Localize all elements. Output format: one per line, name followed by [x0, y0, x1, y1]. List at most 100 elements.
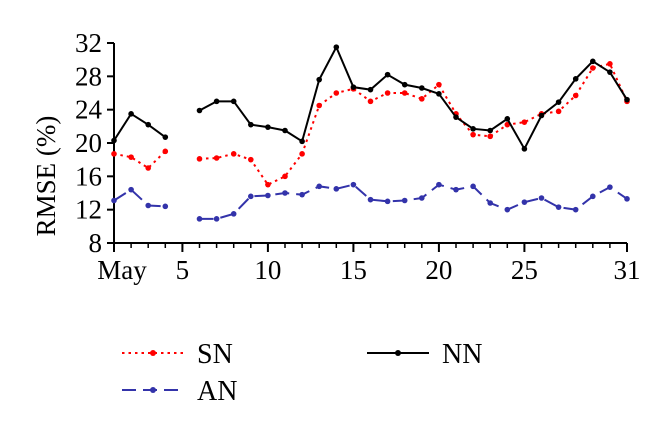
series-nn-point: [350, 84, 357, 90]
legend-item-an: AN: [122, 376, 237, 407]
series-sn-point: [248, 156, 254, 163]
series-an-point: [624, 196, 630, 202]
series-nn-point: [624, 96, 630, 103]
series-nn-point: [265, 124, 271, 130]
series-sn-point: [230, 151, 237, 157]
x-tick-label: 5: [176, 255, 190, 285]
series-sn-point: [333, 90, 340, 96]
series-sn-point: [265, 181, 271, 188]
series-nn-point: [436, 91, 442, 97]
series-nn-point: [128, 111, 134, 117]
series-sn-point: [521, 119, 528, 125]
series-nn-point: [453, 114, 459, 120]
x-tick-label: May: [97, 255, 147, 285]
series-an-point: [453, 186, 459, 193]
series-nn-point: [384, 71, 391, 78]
series-an-point: [607, 184, 613, 190]
series-nn-point: [504, 116, 511, 122]
series-an-point: [555, 204, 562, 210]
series-sn-point: [299, 151, 305, 157]
series-an-point: [213, 216, 220, 222]
legend-item-sn: SN: [122, 339, 233, 370]
series-an-point: [265, 192, 271, 199]
x-tick-label: 15: [340, 255, 367, 285]
series-nn-point: [316, 76, 323, 83]
series-an-point: [401, 197, 408, 204]
series-nn-point: [111, 137, 117, 144]
x-tick-label: 10: [254, 255, 281, 285]
series-sn-point: [367, 98, 374, 105]
legend-label-an: AN: [197, 376, 237, 407]
series-nn-point: [196, 107, 203, 114]
series-an-point: [590, 193, 596, 200]
series-sn-line: [199, 62, 628, 186]
y-axis-label: RMSE (%): [31, 116, 61, 237]
series-nn-point: [162, 134, 169, 140]
series-an-point: [145, 202, 151, 209]
series-nn-line: [199, 44, 628, 151]
series-an-point: [350, 181, 357, 188]
series-sn-point: [436, 81, 442, 88]
series-nn-point: [299, 138, 305, 145]
series-an-line: [113, 188, 166, 208]
series-nn-point: [470, 126, 476, 132]
series-sn-point: [145, 165, 151, 171]
series-an-point: [162, 203, 169, 210]
series-nn-point: [333, 44, 340, 50]
series-sn-point: [384, 90, 391, 96]
legend: SN NN AN: [122, 339, 482, 407]
legend-label-sn: SN: [197, 339, 233, 370]
series-an-point: [521, 199, 528, 205]
series-an-point: [487, 200, 494, 206]
series-an-point: [367, 196, 374, 203]
series-an-point: [572, 206, 579, 213]
y-tick-label: 28: [75, 61, 102, 91]
series-an-point: [333, 186, 340, 192]
series-sn-point: [487, 133, 494, 140]
series-sn-point: [607, 61, 613, 67]
series-nn-point: [248, 121, 254, 128]
series-nn-point: [401, 81, 408, 88]
y-tick-label: 20: [75, 128, 102, 158]
legend-item-nn: NN: [367, 339, 482, 370]
series-an-point: [248, 193, 254, 200]
series-sn-point: [316, 102, 323, 109]
series-nn-point: [487, 127, 494, 134]
series-an-point: [196, 216, 203, 222]
series-sn-point: [162, 148, 169, 155]
plot-area: [111, 44, 630, 222]
series-sn-point: [590, 65, 596, 71]
series-sn-point: [401, 90, 408, 96]
series-nn-point: [590, 58, 596, 65]
legend-marker-an: [150, 387, 156, 393]
series-sn-point: [128, 154, 134, 160]
series-sn-point: [282, 173, 288, 180]
series-an-point: [538, 195, 545, 201]
series-an-line: [199, 183, 628, 220]
series-sn-point: [555, 108, 562, 115]
series-sn-line: [113, 150, 166, 170]
series-sn-point: [419, 96, 425, 102]
series-nn-line: [113, 112, 166, 142]
y-tick-label: 12: [75, 195, 102, 225]
series-an-point: [128, 186, 134, 193]
y-tick-label: 24: [75, 95, 103, 125]
series-an-point: [230, 211, 237, 217]
series-sn-point: [213, 155, 220, 161]
series-an-point: [316, 183, 323, 190]
series-nn-point: [572, 76, 579, 82]
series-an-point: [282, 190, 288, 196]
series-nn-point: [538, 112, 545, 119]
series-an-point: [299, 191, 305, 198]
series-nn-point: [230, 98, 237, 105]
x-tick-label: 31: [614, 255, 641, 285]
series-sn-point: [470, 131, 476, 138]
legend-marker-sn: [150, 350, 156, 356]
series-nn-point: [145, 121, 151, 128]
series-an-point: [419, 195, 425, 201]
series-nn-point: [213, 98, 220, 105]
legend-marker-nn: [395, 350, 401, 356]
series-an-point: [384, 198, 391, 205]
legend-label-nn: NN: [442, 339, 482, 370]
